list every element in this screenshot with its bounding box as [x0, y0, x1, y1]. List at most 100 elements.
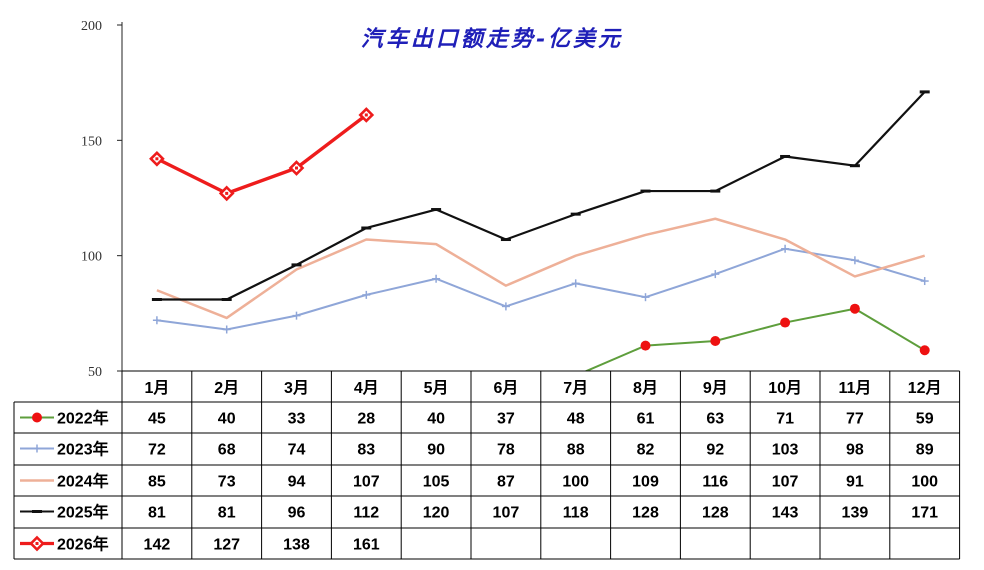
table-cell: 96: [288, 505, 306, 522]
table-cell: 100: [562, 474, 589, 491]
table-cell: 78: [497, 442, 515, 459]
y-tick-label: 100: [81, 250, 102, 265]
x-tick-label: 5月: [424, 379, 449, 397]
series-lines: [149, 90, 930, 371]
table-cell: 116: [702, 474, 728, 491]
data-point-center: [364, 113, 368, 117]
data-point-center: [225, 191, 229, 195]
legend-label: 2026年: [57, 535, 109, 554]
data-point: [920, 277, 929, 286]
x-tick-label: 8月: [633, 379, 658, 397]
y-tick-label: 200: [81, 19, 102, 34]
data-point: [850, 256, 859, 265]
table-cell: 74: [288, 442, 306, 459]
table-cell: 40: [427, 411, 445, 428]
table-cell: 112: [353, 505, 379, 522]
data-point: [432, 274, 441, 283]
data-point: [919, 345, 930, 356]
data-point: [152, 316, 161, 325]
x-tick-label: 1月: [144, 379, 169, 397]
table-cell: 90: [427, 442, 445, 459]
table-cell: 68: [218, 442, 236, 459]
data-point: [710, 336, 721, 347]
table-cell: 81: [148, 505, 166, 522]
table-cell: 91: [846, 474, 864, 491]
x-tick-label: 10月: [768, 379, 802, 397]
data-point: [292, 311, 301, 320]
table-cell: 98: [846, 442, 864, 459]
data-point: [571, 279, 580, 288]
chart-title: 汽车出口额走势-亿美元: [361, 26, 623, 52]
table-cell: 73: [218, 474, 236, 491]
table-cell: 105: [423, 474, 450, 491]
data-point: [781, 244, 790, 253]
table-cell: 139: [842, 505, 869, 522]
legend-key: [20, 444, 54, 453]
table-cell: 59: [916, 411, 934, 428]
table-cell: 118: [563, 505, 589, 522]
legend-key: [20, 412, 54, 423]
series-line: [156, 247, 925, 331]
table-cell: 89: [916, 442, 934, 459]
x-tick-label: 7月: [563, 379, 588, 397]
table-cell: 143: [772, 505, 799, 522]
data-point: [780, 317, 791, 328]
table-cell: 103: [772, 442, 799, 459]
series-group: [156, 217, 926, 320]
data-point: [222, 325, 231, 334]
table-cell: 63: [706, 411, 724, 428]
data-point: [32, 412, 42, 423]
table-cell: 88: [567, 442, 585, 459]
data-point-center: [295, 166, 298, 170]
x-tick-label: 3月: [284, 379, 309, 397]
table-cell: 138: [283, 537, 310, 554]
table-cell: 81: [218, 505, 236, 522]
table-cell: 87: [497, 474, 515, 491]
table-cell: 45: [148, 411, 166, 428]
table-cell: 85: [148, 474, 166, 491]
table-cell: 142: [144, 537, 171, 554]
x-tick-label: 11月: [838, 379, 871, 397]
data-point: [362, 290, 371, 299]
data-point: [711, 270, 720, 279]
table-cell: 107: [493, 505, 520, 522]
x-tick-label: 12月: [908, 379, 942, 397]
series-group: [151, 90, 930, 301]
table-cell: 83: [357, 442, 375, 459]
series-line: [156, 217, 926, 320]
series-group: [573, 303, 930, 371]
x-tick-label: 4月: [354, 379, 379, 397]
table-cell: 120: [423, 505, 450, 522]
table-cell: 107: [772, 474, 799, 491]
data-point: [501, 302, 510, 311]
y-axis: 50 100 150 200: [81, 19, 123, 380]
table-cell: 100: [911, 474, 938, 491]
table-cell: 107: [353, 474, 380, 491]
x-tick-label: 2月: [214, 379, 239, 397]
series-group: [149, 107, 375, 202]
table-cell: 127: [213, 537, 240, 554]
legend-key: [20, 535, 54, 552]
y-tick-label: 50: [88, 365, 102, 380]
table-cell: 171: [911, 505, 938, 522]
series-line: [583, 307, 926, 371]
table-cell: 72: [148, 442, 166, 459]
data-point: [849, 303, 860, 314]
legend-label: 2023年: [57, 440, 109, 459]
x-tick-label: 9月: [703, 379, 728, 397]
data-point: [640, 340, 651, 351]
table-cell: 109: [632, 474, 659, 491]
y-tick-label: 150: [81, 134, 102, 149]
table-cell: 48: [567, 411, 585, 428]
table-cell: 40: [218, 411, 236, 428]
legend-label: 2025年: [57, 503, 109, 522]
data-table: 1月 2月 3月 4月 5月 6月 7月 8月 9月 10月 11月 12月 2022年 45 40 33 28…: [13, 370, 961, 560]
legend-label: 2024年: [57, 472, 109, 491]
table-cell: 37: [497, 411, 515, 428]
table-cell: 82: [637, 442, 655, 459]
data-point-center: [35, 542, 39, 545]
data-point: [641, 293, 650, 302]
table-cell: 128: [702, 505, 729, 522]
table-cell: 28: [357, 411, 375, 428]
